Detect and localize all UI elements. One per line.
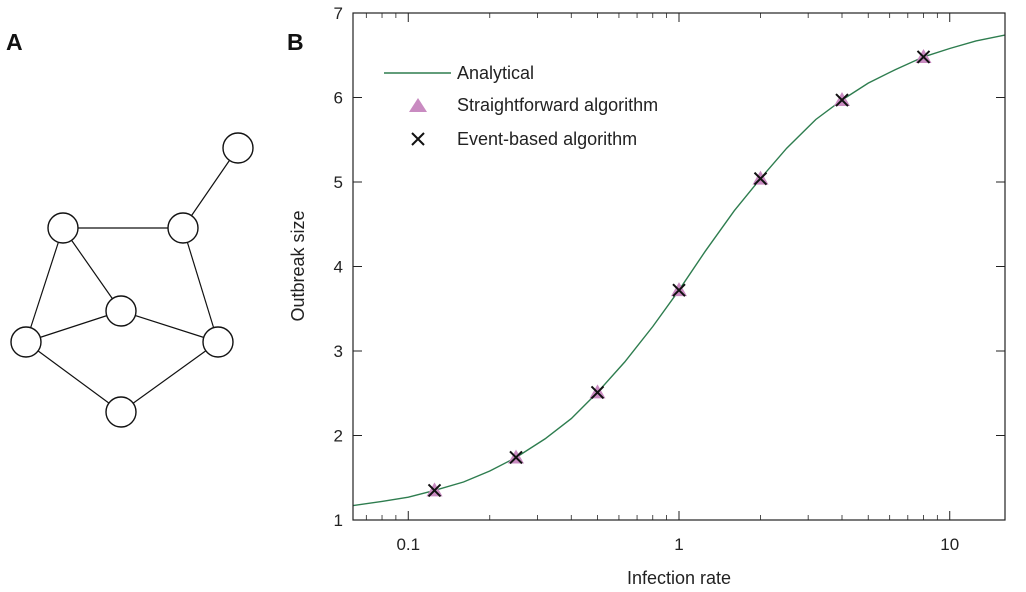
panel-a-label: A <box>6 29 23 55</box>
x-axis-title: Infection rate <box>627 568 731 588</box>
y-tick-label: 1 <box>334 511 343 530</box>
network-node <box>105 396 137 428</box>
y-tick-label: 4 <box>334 258 343 277</box>
plot-area <box>353 34 1005 507</box>
network-node <box>167 212 199 244</box>
network-nodes <box>10 132 254 428</box>
network-edge <box>25 227 64 343</box>
network-edge <box>120 341 219 413</box>
axis-ticks: 0.1 1 10 1 2 3 4 5 6 7 <box>334 4 1005 554</box>
x-tick-label: 0.1 <box>396 535 420 554</box>
marker-event-based <box>590 385 605 400</box>
network-edge <box>182 147 239 229</box>
marker-event-based <box>672 283 686 297</box>
outbreak-chart: 0.1 1 10 1 2 3 4 5 6 7 Infection rate Outbreak si… <box>288 4 1006 588</box>
marker-event-based <box>753 171 768 186</box>
y-tick-label: 3 <box>334 342 343 361</box>
marker-event-based <box>916 50 931 64</box>
panel-b-label: B <box>287 29 304 55</box>
legend-event-based-label: Event-based algorithm <box>457 129 637 149</box>
network-node <box>10 326 42 358</box>
y-tick-label: 6 <box>334 89 343 108</box>
y-tick-label: 5 <box>334 173 343 192</box>
y-axis-title: Outbreak size <box>288 210 308 321</box>
legend: Analytical Straightforward algorithm Eve… <box>384 63 658 149</box>
legend-event-based-swatch <box>411 132 425 146</box>
data-markers <box>426 48 932 498</box>
network-edge <box>25 341 122 413</box>
x-tick-label: 10 <box>940 535 959 554</box>
legend-straightforward-swatch <box>409 98 427 112</box>
legend-straightforward-label: Straightforward algorithm <box>457 95 658 115</box>
network-node <box>222 132 254 164</box>
network-diagram <box>10 132 254 428</box>
network-node <box>105 295 137 327</box>
network-node <box>47 212 79 244</box>
marker-event-based <box>835 93 849 107</box>
network-edge <box>25 310 122 343</box>
legend-analytical-label: Analytical <box>457 63 534 83</box>
plot-frame <box>352 12 1006 521</box>
marker-event-based <box>427 483 442 498</box>
network-edge <box>120 310 219 343</box>
network-edges <box>25 147 239 413</box>
network-node <box>202 326 234 358</box>
x-tick-label: 1 <box>674 535 683 554</box>
y-tick-label: 7 <box>334 4 343 23</box>
network-edge <box>182 227 219 343</box>
marker-event-based <box>509 450 523 465</box>
y-tick-label: 2 <box>334 427 343 446</box>
network-edge <box>62 227 122 312</box>
series-line-analytical <box>353 34 1005 507</box>
